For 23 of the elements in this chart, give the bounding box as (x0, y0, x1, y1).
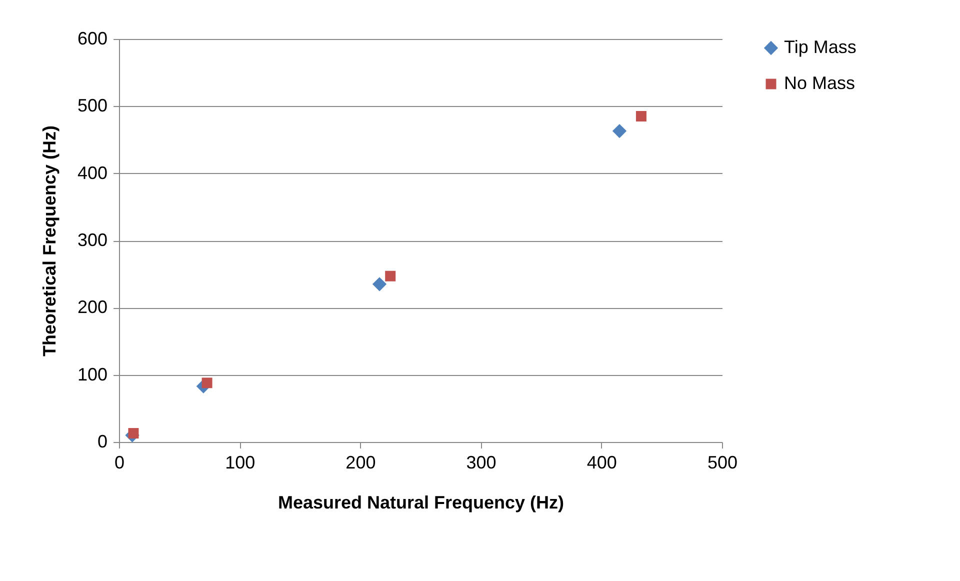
y-axis-title: Theoretical Frequency (Hz) (39, 125, 60, 357)
point (128, 428, 139, 439)
legend-label: No Mass (784, 73, 856, 93)
y-tick-label: 300 (77, 230, 108, 250)
point (385, 270, 396, 282)
x-axis-title: Measured Natural Frequency (Hz) (278, 492, 564, 512)
y-tick-label: 600 (77, 28, 108, 48)
x-tick-label: 300 (466, 452, 496, 472)
point (202, 378, 212, 388)
point (372, 277, 387, 292)
x-tick-label: 0 (114, 452, 125, 472)
point (636, 111, 646, 122)
x-tick-label: 200 (346, 452, 376, 472)
x-tick-label: 400 (586, 452, 617, 472)
y-tick-label: 500 (77, 96, 108, 116)
legend-label: Tip Mass (784, 37, 856, 57)
y-tick-label: 100 (77, 364, 108, 384)
y-tick-label: 400 (77, 162, 108, 183)
point (612, 124, 627, 138)
y-tick-label: 200 (77, 297, 108, 318)
y-tick-label: 0 (97, 432, 108, 452)
x-tick-label: 100 (225, 452, 256, 472)
x-tick-label: 500 (707, 452, 738, 472)
